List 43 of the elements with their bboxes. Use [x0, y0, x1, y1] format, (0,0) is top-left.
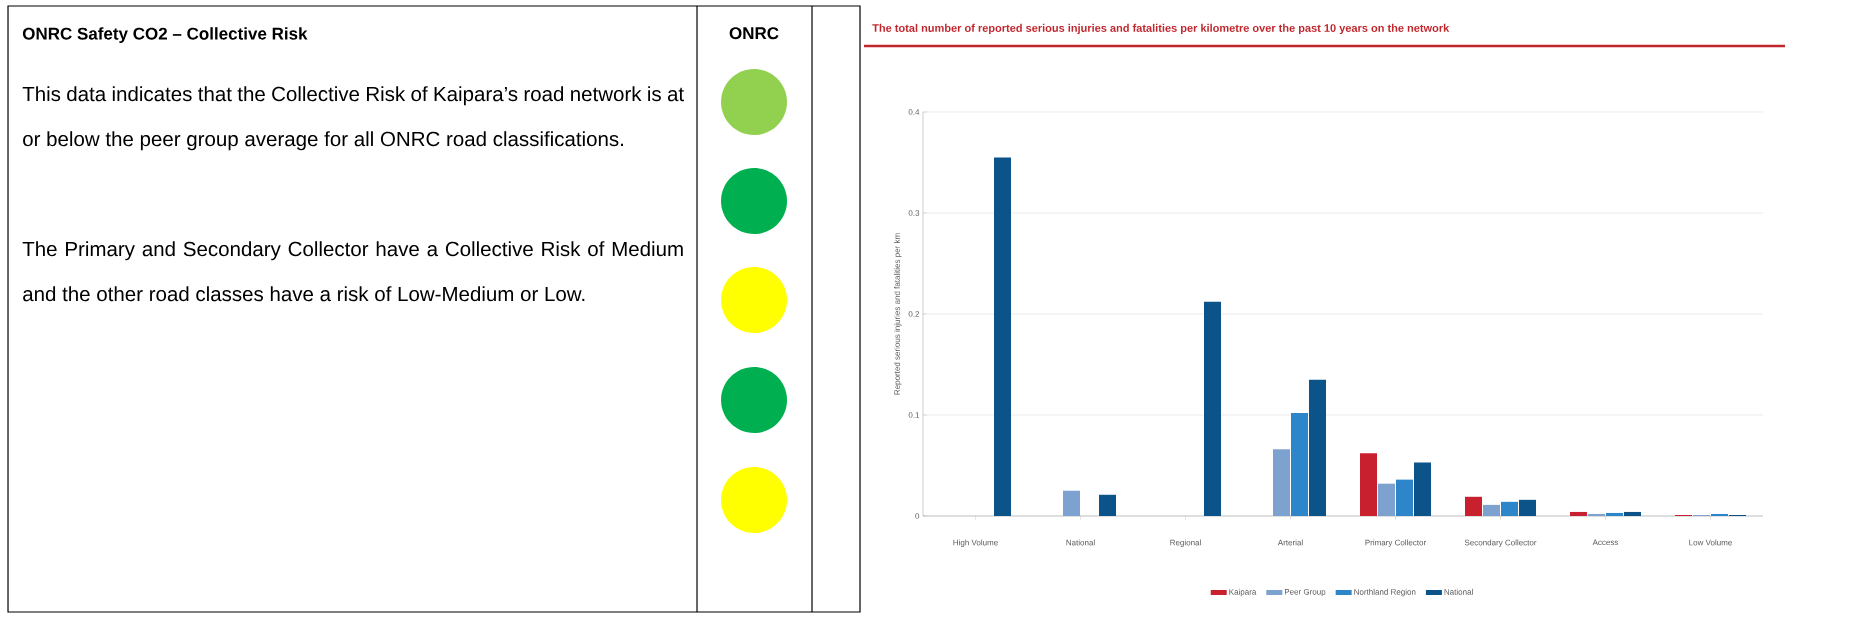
- text: The Primary and Secondary Collector have a Collective Risk of Medium and the other road classes have a risk of Low-Medium or Low.: [22, 241, 683, 302]
- chart-title: The total number of reported serious injuries and fatalities per kilometre over the past 10 years on the network: [872, 23, 1450, 35]
- x-tick-label: Arterial: [1277, 539, 1303, 546]
- bar: [1273, 449, 1290, 516]
- bar: [1711, 513, 1728, 516]
- bar: [1291, 412, 1308, 516]
- legend-label: National: [1444, 588, 1473, 595]
- legend-label: Northland Region: [1354, 588, 1416, 597]
- bar: [1378, 483, 1395, 516]
- bar: [1309, 379, 1326, 516]
- x-tick-label: Low Volume: [1689, 539, 1732, 546]
- bar: [1099, 494, 1117, 516]
- bar: [994, 157, 1012, 516]
- y-tick-label: 0: [915, 513, 920, 519]
- x-tick-label: Regional: [1170, 539, 1201, 547]
- text: This data indicates that the Collective Risk of Kaipara’s road network is at or below the peer group average for all ONRC road classifications.: [22, 86, 684, 151]
- x-tick-label: Secondary Collector: [1464, 539, 1537, 547]
- bar: [1570, 511, 1587, 516]
- bar: [1396, 479, 1413, 516]
- text: ONRC: [729, 27, 779, 40]
- y-tick-label: 0.3: [908, 210, 920, 216]
- bar: [1204, 301, 1221, 516]
- bar: [1606, 512, 1623, 516]
- y-tick-label: 0.4: [908, 109, 920, 115]
- bar: [1501, 501, 1518, 516]
- legend-label: Kaipara: [1229, 588, 1257, 597]
- x-tick-label: Primary Collector: [1365, 539, 1427, 547]
- x-tick-label: Access: [1592, 539, 1619, 546]
- y-tick-label: 0.2: [908, 311, 920, 317]
- x-tick-label: High Volume: [953, 539, 998, 547]
- text: ONRC Safety CO2 – Collective Risk: [22, 27, 308, 44]
- bar: [1465, 496, 1482, 516]
- bar: [1483, 504, 1500, 516]
- bar: [1414, 462, 1431, 516]
- legend-label: Peer Group: [1284, 588, 1326, 597]
- bar: [1624, 511, 1641, 516]
- y-axis-title: Reported serious injuries and fatalities per km: [894, 233, 902, 395]
- bar: [1360, 453, 1377, 516]
- bar: [1063, 490, 1081, 516]
- x-tick-label: National: [1066, 539, 1095, 546]
- bar: [1519, 499, 1536, 516]
- bar: [1588, 513, 1605, 516]
- y-tick-label: 0.1: [908, 412, 920, 418]
